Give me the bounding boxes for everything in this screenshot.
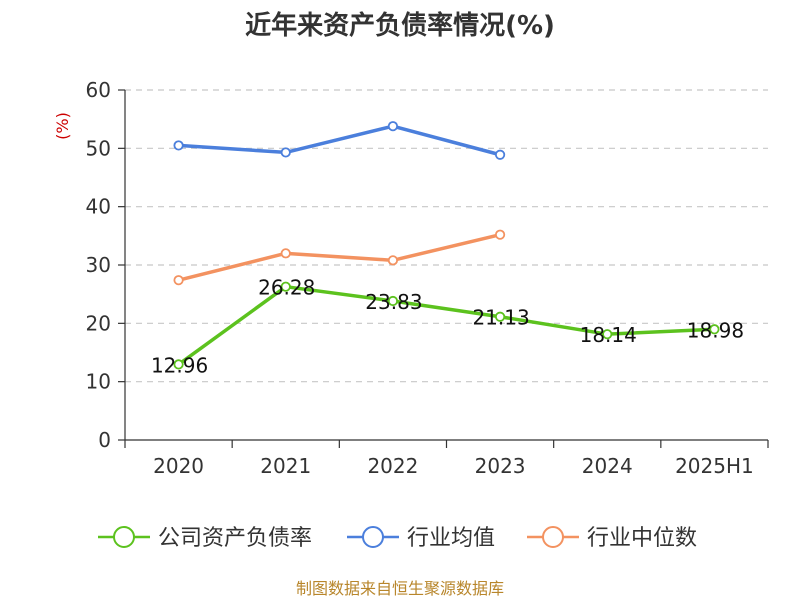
x-tick-label: 2024 [582, 454, 633, 478]
legend-label: 行业中位数 [587, 526, 697, 551]
data-point [709, 324, 720, 335]
data-point [494, 311, 506, 322]
y-tick-label: 20 [86, 311, 111, 335]
data-point [387, 121, 399, 132]
data-point [280, 248, 291, 259]
x-tick-label: 2021 [260, 454, 311, 478]
legend-swatch-marker [362, 526, 384, 548]
grid-lines [125, 89, 768, 383]
x-tick-label: 2022 [367, 454, 418, 478]
data-point [280, 147, 291, 158]
legend-label: 公司资产负债率 [158, 526, 312, 551]
legend-label: 行业均值 [407, 526, 495, 551]
data-point [173, 275, 184, 286]
data-point [387, 255, 399, 266]
x-tick-label: 2025H1 [675, 454, 754, 478]
series-lines [173, 121, 720, 370]
data-label: 26.28 [258, 276, 315, 300]
data-point [280, 281, 291, 292]
x-tick-label: 2023 [475, 454, 526, 478]
y-tick-label: 10 [86, 370, 111, 394]
series-line [176, 284, 717, 367]
data-point [387, 295, 399, 307]
chart-title: 近年来资产负债率情况(%) [245, 10, 555, 41]
legend-swatch-marker [113, 526, 135, 548]
data-point [602, 329, 613, 340]
y-tick-label: 60 [86, 78, 111, 102]
axes: 0 10 20 30 40 50 60 2020 2021 2022 2023 2024 2025H1 [86, 78, 769, 478]
y-tick-label: 50 [86, 136, 111, 160]
data-label: 18.14 [580, 323, 637, 347]
data-point [173, 140, 184, 151]
series-line [176, 232, 502, 282]
data-label: 21.13 [472, 306, 529, 330]
series-line [176, 124, 502, 157]
y-tick-label: 40 [86, 195, 111, 219]
data-label: 18.98 [687, 318, 744, 342]
data-point [173, 359, 184, 370]
data-label: 23.83 [365, 290, 422, 314]
source-note: 制图数据来自恒生聚源数据库 [296, 579, 504, 598]
data-labels: 12.96 26.28 23.83 21.13 18.14 18.98 [151, 276, 744, 378]
data-point [494, 149, 506, 160]
y-tick-label: 30 [86, 253, 111, 277]
legend-swatch-marker [542, 526, 564, 548]
x-tick-label: 2020 [153, 454, 204, 478]
y-tick-label: 0 [98, 428, 111, 452]
data-point [494, 229, 506, 240]
legend: 公司资产负债率 行业均值 行业中位数 [98, 526, 697, 551]
data-label: 12.96 [151, 353, 208, 377]
y-axis-unit-label: (%) [53, 112, 72, 140]
